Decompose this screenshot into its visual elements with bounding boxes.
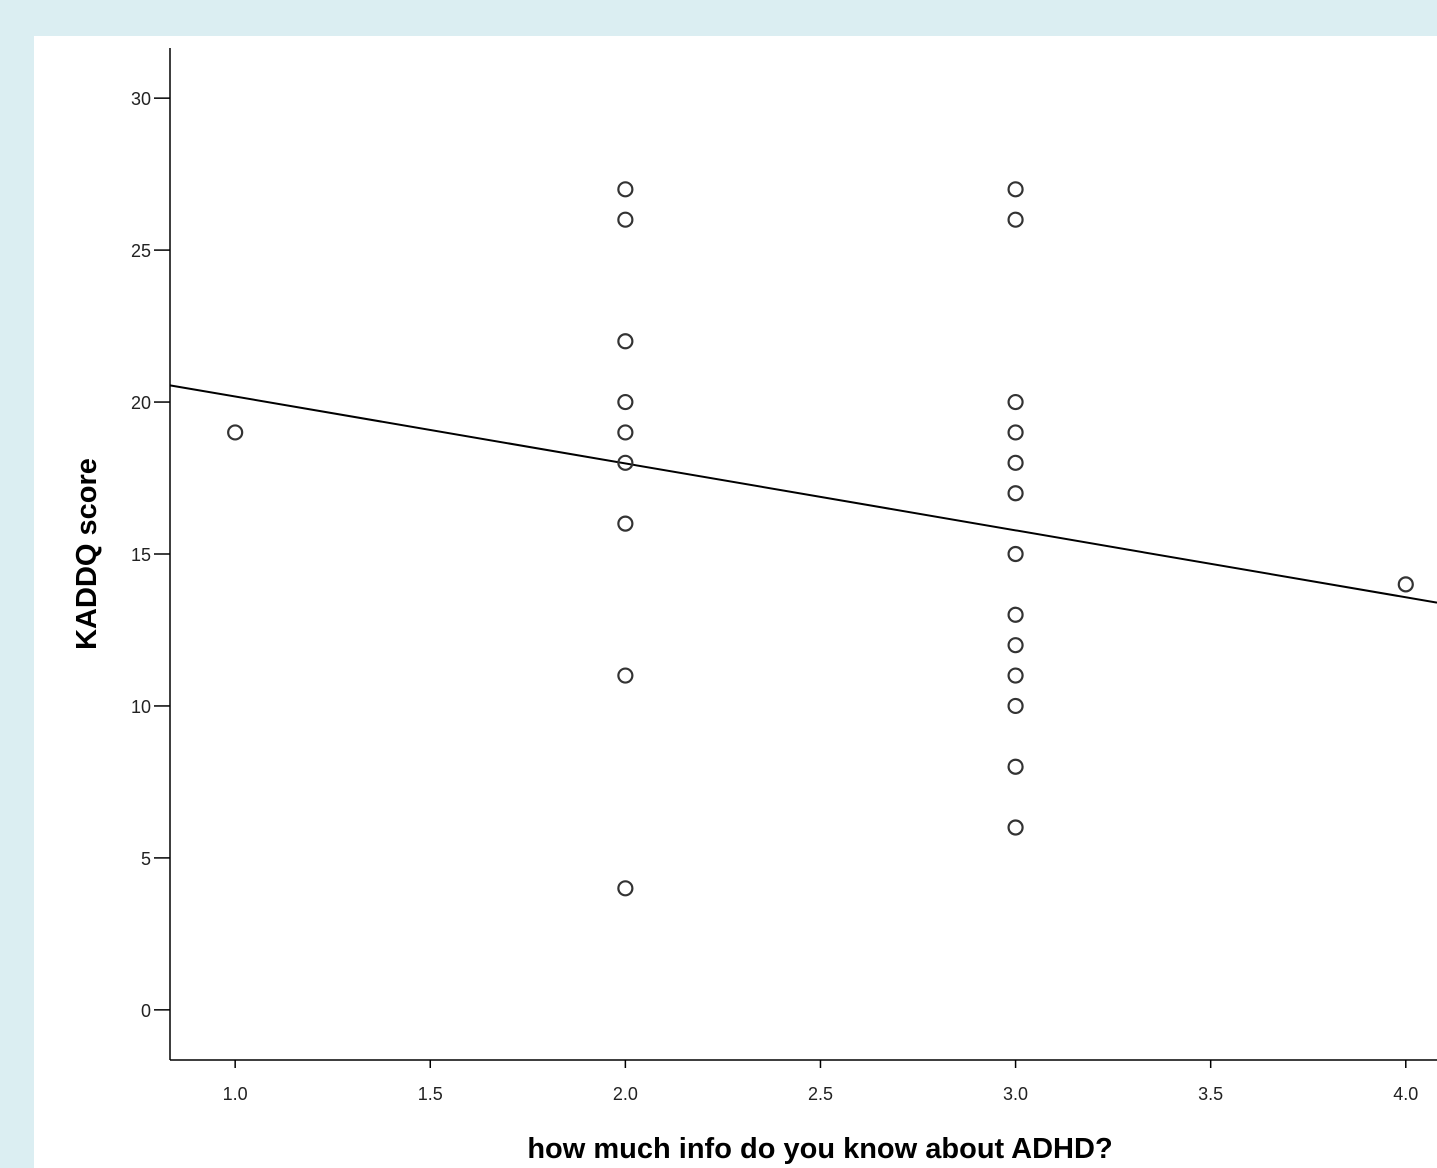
- fit-line: [169, 384, 1437, 604]
- x-tick-label: 2.0: [613, 1084, 638, 1104]
- data-point: [617, 211, 634, 228]
- y-ticks: 0 5 10 15 20 25 30: [131, 89, 170, 1021]
- x-tick-label: 2.5: [808, 1084, 833, 1104]
- x-axis-title: how much info do you know about ADHD?: [527, 1133, 1112, 1165]
- data-point: [1007, 697, 1024, 715]
- data-point: [1007, 181, 1024, 198]
- y-tick-label: 30: [131, 89, 151, 109]
- data-point: [1007, 637, 1024, 654]
- fit-line-group: [169, 384, 1437, 604]
- x-tick-label: 3.5: [1198, 1084, 1223, 1104]
- data-point: [617, 667, 634, 684]
- data-point: [1007, 485, 1024, 502]
- data-points: [227, 181, 1414, 897]
- data-point: [1007, 424, 1024, 441]
- data-point: [617, 393, 634, 411]
- data-point: [617, 424, 634, 441]
- data-point: [617, 880, 634, 897]
- data-point: [1007, 606, 1024, 623]
- data-point: [617, 454, 634, 471]
- x-ticks: 1.0 1.5 2.0 2.5 3.0 3.5 4.0: [223, 1060, 1418, 1104]
- data-point: [617, 333, 634, 350]
- y-tick-label: 25: [131, 241, 151, 261]
- data-point: [1007, 667, 1024, 684]
- data-point: [617, 181, 634, 198]
- data-point: [227, 424, 244, 441]
- y-tick-label: 5: [141, 849, 151, 869]
- y-tick-label: 10: [131, 697, 151, 717]
- data-point: [1007, 545, 1024, 563]
- chart-panel: [34, 36, 1437, 1168]
- data-point: [617, 515, 634, 532]
- y-tick-label: 0: [141, 1001, 151, 1021]
- data-point: [1007, 393, 1024, 411]
- x-tick-label: 4.0: [1393, 1084, 1418, 1104]
- data-point: [1007, 454, 1024, 471]
- x-tick-label: 1.5: [418, 1084, 443, 1104]
- data-point: [1007, 819, 1024, 836]
- data-point: [1397, 576, 1414, 593]
- y-tick-label: 20: [131, 393, 151, 413]
- data-point: [1007, 211, 1024, 228]
- x-tick-label: 3.0: [1003, 1084, 1028, 1104]
- y-tick-label: 15: [131, 545, 151, 565]
- x-tick-label: 1.0: [223, 1084, 248, 1104]
- axes: [169, 48, 1437, 1061]
- data-point: [1007, 758, 1024, 775]
- y-axis-title: KADDQ score: [71, 458, 103, 650]
